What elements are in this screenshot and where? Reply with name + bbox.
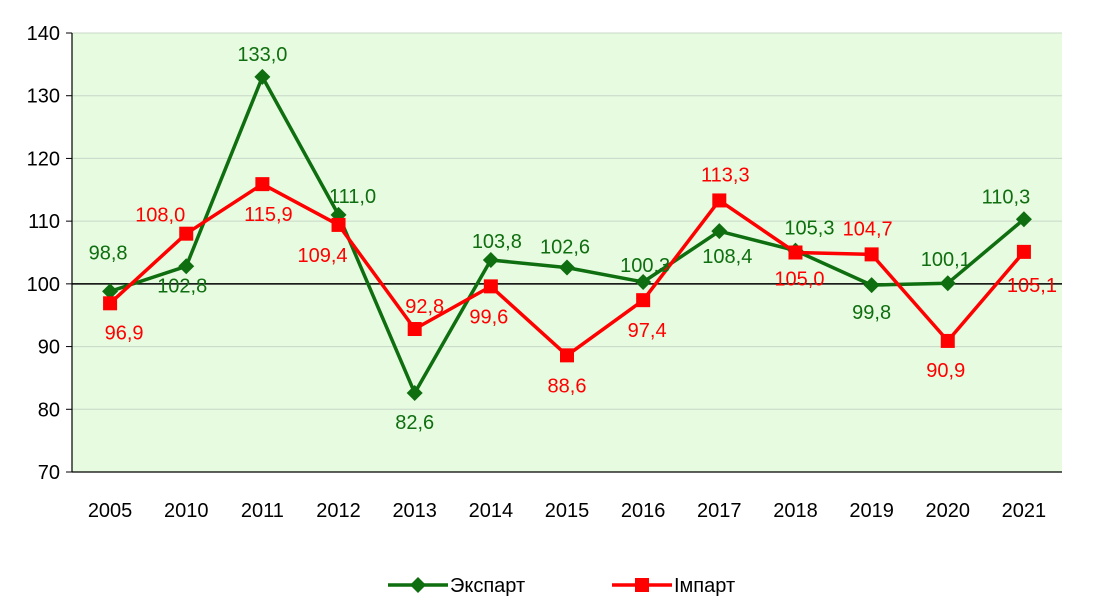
legend-marker	[410, 577, 426, 593]
data-label: 113,3	[701, 164, 750, 186]
plot-area	[72, 33, 1062, 472]
x-tick-label: 2011	[241, 500, 284, 522]
x-tick-label: 2012	[316, 500, 361, 522]
data-point	[482, 252, 499, 269]
data-label: 108,4	[702, 246, 752, 268]
y-tick-label: 90	[38, 337, 60, 359]
data-label: 102,6	[540, 237, 590, 259]
data-label: 102,8	[157, 275, 207, 297]
data-label: 97,4	[628, 320, 667, 342]
data-point	[635, 273, 652, 290]
legend-marker	[635, 578, 649, 592]
y-tick-label: 100	[27, 274, 60, 296]
legend: Экспарт Імпарт	[388, 575, 735, 597]
y-tick-label: 130	[27, 86, 60, 108]
data-label: 109,4	[298, 245, 348, 267]
x-tick-label: 2015	[545, 500, 590, 522]
data-label: 133,0	[237, 44, 287, 66]
x-tick-label: 2005	[88, 500, 133, 522]
data-label: 110,3	[982, 186, 1031, 208]
data-point	[711, 223, 728, 240]
data-point	[406, 384, 423, 401]
data-point	[254, 68, 271, 85]
data-label: 104,7	[843, 218, 893, 240]
data-point	[788, 245, 803, 260]
data-point	[331, 217, 346, 232]
data-point	[864, 247, 879, 262]
x-tick-label: 2016	[621, 500, 666, 522]
data-point	[178, 258, 195, 275]
data-label: 88,6	[548, 375, 587, 397]
data-label: 82,6	[395, 412, 434, 434]
axes: 70 80 90 100 110 120 130 140 2005 2010 2011 2012 201…	[27, 23, 1062, 522]
data-label: 96,9	[105, 322, 144, 344]
data-label: 105,1	[1007, 275, 1057, 297]
data-point	[560, 348, 574, 363]
data-point	[1015, 211, 1032, 228]
x-tick-label: 2021	[1002, 500, 1047, 522]
data-label: 108,0	[135, 205, 185, 227]
data-label: 100,1	[921, 249, 971, 271]
data-label: 111,0	[329, 186, 376, 208]
data-point	[407, 322, 422, 337]
data-label: 92,8	[405, 296, 444, 318]
data-labels: 98,8 102,8 133,0 111,0 82,6 103,8 102,6 100,3 10…	[89, 44, 1057, 434]
data-label: 103,8	[472, 231, 522, 253]
data-point	[103, 296, 118, 311]
legend-label: Экспарт	[450, 575, 525, 597]
y-tick-label: 70	[38, 462, 60, 484]
x-tick-label: 2019	[849, 500, 894, 522]
x-tick-label: 2013	[392, 500, 437, 522]
data-point	[102, 283, 119, 300]
plot-background	[72, 33, 1062, 472]
data-label: 115,9	[244, 204, 293, 226]
series-markers	[102, 68, 1032, 401]
x-tick-label: 2017	[697, 500, 742, 522]
y-tick-label: 140	[27, 23, 60, 45]
x-tick-label: 2020	[926, 500, 971, 522]
x-tick-label: 2010	[164, 500, 209, 522]
x-tick-label: 2018	[773, 500, 818, 522]
data-label: 99,8	[852, 302, 891, 324]
data-label: 100,3	[620, 255, 670, 277]
data-point	[255, 177, 270, 192]
data-point	[939, 275, 956, 292]
data-point	[712, 193, 727, 208]
data-label: 105,3	[784, 218, 834, 240]
data-point	[179, 226, 194, 241]
data-point	[483, 279, 498, 294]
data-point	[940, 333, 955, 348]
data-point	[559, 259, 575, 276]
data-label: 98,8	[89, 242, 128, 264]
data-point	[863, 277, 880, 294]
data-label: 90,9	[926, 360, 965, 382]
y-tick-label: 80	[38, 399, 60, 421]
x-tick-label: 2014	[469, 500, 514, 522]
legend-label: Імпарт	[674, 575, 735, 597]
y-tick-label: 120	[27, 148, 60, 170]
y-tick-label: 110	[28, 211, 60, 233]
data-point	[1016, 244, 1031, 259]
data-label: 99,6	[469, 306, 508, 328]
data-point	[636, 293, 651, 308]
data-label: 105,0	[774, 269, 824, 291]
